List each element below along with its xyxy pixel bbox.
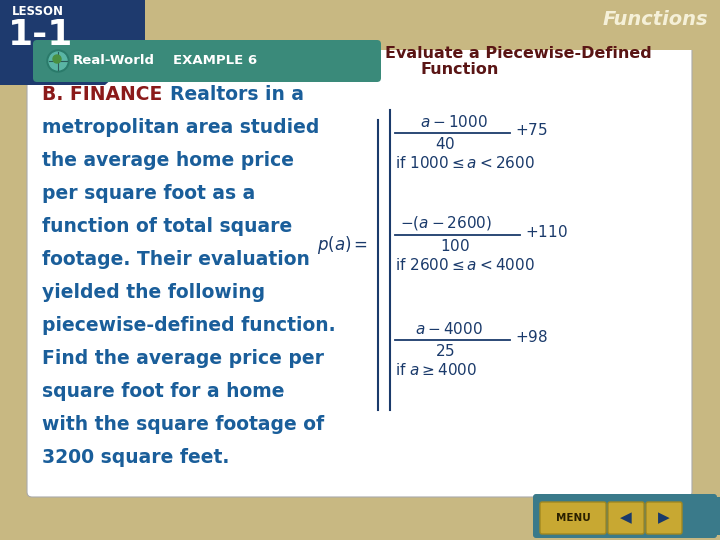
Text: Evaluate a Piecewise-Defined: Evaluate a Piecewise-Defined [385, 45, 652, 60]
Text: $a-1000$: $a-1000$ [420, 114, 487, 130]
Text: $-(a-2600)$: $-(a-2600)$ [400, 214, 492, 232]
Polygon shape [0, 0, 145, 85]
FancyBboxPatch shape [533, 494, 717, 538]
Circle shape [47, 50, 69, 72]
Text: with the square footage of: with the square footage of [42, 415, 324, 434]
Text: metropolitan area studied: metropolitan area studied [42, 118, 320, 137]
Text: if $2600 \leq a < 4000$: if $2600 \leq a < 4000$ [395, 257, 535, 273]
Text: ◀: ◀ [620, 510, 632, 525]
Text: if $1000 \leq a < 2600$: if $1000 \leq a < 2600$ [395, 155, 535, 171]
Text: MENU: MENU [556, 513, 590, 523]
Text: $100$: $100$ [440, 238, 470, 254]
Text: piecewise-defined function.: piecewise-defined function. [42, 316, 336, 335]
Bar [0, 0, 105, 85]
Text: $+98$: $+98$ [515, 329, 548, 345]
Text: $25$: $25$ [435, 343, 455, 359]
Text: Function: Function [420, 62, 498, 77]
Text: $p(a) =$: $p(a) =$ [317, 234, 368, 256]
Text: $+110$: $+110$ [525, 224, 568, 240]
Circle shape [53, 55, 61, 63]
Text: Functions: Functions [603, 10, 708, 29]
Text: square foot for a home: square foot for a home [42, 382, 284, 401]
Text: the average home price: the average home price [42, 151, 294, 170]
Text: B. FINANCE: B. FINANCE [42, 85, 162, 104]
Text: $a-4000$: $a-4000$ [415, 321, 483, 337]
FancyBboxPatch shape [27, 35, 692, 497]
Text: Realtors in a: Realtors in a [157, 85, 304, 104]
Bar [145, 0, 720, 50]
Text: $40$: $40$ [435, 136, 455, 152]
Text: footage. Their evaluation: footage. Their evaluation [42, 250, 310, 269]
Text: if $a \geq 4000$: if $a \geq 4000$ [395, 362, 477, 378]
Polygon shape [0, 0, 720, 50]
Text: Find the average price per: Find the average price per [42, 349, 324, 368]
Bar [690, 497, 720, 535]
Text: yielded the following: yielded the following [42, 283, 265, 302]
Text: function of total square: function of total square [42, 217, 292, 236]
Text: LESSON: LESSON [12, 5, 64, 18]
FancyBboxPatch shape [540, 502, 606, 534]
FancyBboxPatch shape [646, 502, 682, 534]
Text: EXAMPLE 6: EXAMPLE 6 [173, 55, 257, 68]
FancyBboxPatch shape [608, 502, 644, 534]
Text: Real-World: Real-World [73, 55, 155, 68]
Text: 1-1: 1-1 [8, 18, 73, 52]
Text: ▶: ▶ [658, 510, 670, 525]
Text: per square foot as a: per square foot as a [42, 184, 256, 203]
Text: $+75$: $+75$ [515, 122, 548, 138]
FancyBboxPatch shape [33, 40, 381, 82]
Text: 3200 square feet.: 3200 square feet. [42, 448, 230, 467]
Circle shape [49, 52, 67, 70]
